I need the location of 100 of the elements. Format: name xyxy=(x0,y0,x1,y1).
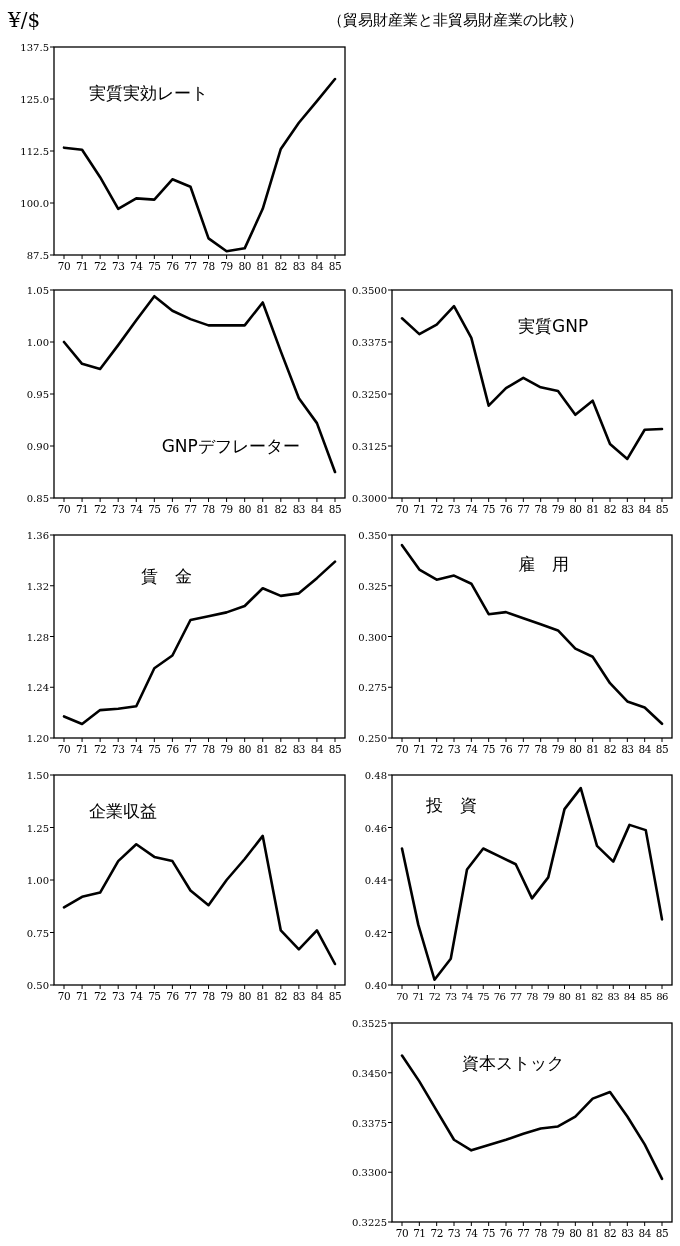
y-tick-label: 0.3250 xyxy=(352,389,387,400)
x-tick-label: 76 xyxy=(499,743,513,755)
x-tick-label: 72 xyxy=(430,1227,443,1239)
x-tick-label: 70 xyxy=(395,743,409,755)
text: 投 資 xyxy=(424,794,477,815)
y-tick-label: 0.90 xyxy=(26,441,49,452)
y-tick-label: 0.3525 xyxy=(352,1018,387,1029)
y-tick-label: 0.3300 xyxy=(352,1167,387,1179)
x-tick-label: 74 xyxy=(465,503,479,515)
x-tick-label: 70 xyxy=(57,260,71,272)
y-tick-label: 0.350 xyxy=(358,530,387,541)
y-tick-label: 0.75 xyxy=(26,927,49,939)
x-tick-label: 79 xyxy=(220,260,233,272)
x-tick-label: 74 xyxy=(130,260,144,272)
x-tick-label: 78 xyxy=(202,260,215,272)
x-tick-label: 82 xyxy=(603,503,617,515)
text: 賃 金 xyxy=(141,565,193,586)
x-tick-label: 74 xyxy=(130,990,144,1002)
x-tick-label: 83 xyxy=(621,743,634,755)
x-tick-label: 71 xyxy=(412,991,425,1002)
y-tick-label: 0.3500 xyxy=(352,285,387,296)
y-tick-label: 1.00 xyxy=(26,337,49,348)
x-tick-label: 81 xyxy=(574,991,587,1002)
x-tick-label: 75 xyxy=(148,990,161,1002)
x-tick-label: 78 xyxy=(202,743,215,755)
x-tick-label: 82 xyxy=(274,260,287,272)
y-tick-label: 0.95 xyxy=(26,389,49,400)
x-tick-label: 80 xyxy=(558,991,571,1002)
line-series xyxy=(400,304,664,461)
x-tick-label: 85 xyxy=(328,990,342,1002)
x-tick-label: 74 xyxy=(465,1227,479,1239)
x-tick-label: 71 xyxy=(413,1227,426,1239)
x-tick-label: 84 xyxy=(638,743,652,755)
x-tick-label: 71 xyxy=(413,743,426,755)
line-series xyxy=(62,560,337,726)
x-tick-label: 75 xyxy=(148,260,161,272)
x-tick-label: 82 xyxy=(603,1227,617,1239)
text: 実質GNP xyxy=(518,315,589,336)
x-tick-label: 75 xyxy=(477,991,490,1002)
x-tick-label: 79 xyxy=(551,503,565,515)
x-tick-label: 77 xyxy=(184,743,197,755)
y-tick-label: 0.44 xyxy=(364,875,387,886)
x-tick-label: 80 xyxy=(569,503,582,515)
x-tick-label: 72 xyxy=(430,743,443,755)
x-tick-label: 79 xyxy=(542,991,555,1002)
x-tick-label: 71 xyxy=(75,503,89,515)
x-tick-label: 80 xyxy=(569,1227,582,1239)
x-tick-label: 73 xyxy=(444,991,457,1002)
y-tick-label: 0.3000 xyxy=(352,493,387,504)
line-series xyxy=(400,786,664,982)
x-tick-label: 79 xyxy=(551,1227,565,1239)
y-tick-label: 0.3125 xyxy=(352,441,387,452)
y-tick-label: 87.5 xyxy=(26,250,49,261)
x-tick-label: 84 xyxy=(623,991,636,1002)
x-tick-label: 76 xyxy=(166,503,180,515)
text: （貿易財産業と非貿易財産業の比較） xyxy=(327,11,583,29)
text: 企業収益 xyxy=(88,801,157,821)
x-tick-label: 85 xyxy=(328,260,342,272)
x-tick-label: 85 xyxy=(655,503,669,515)
x-tick-label: 77 xyxy=(517,503,530,515)
y-tick-label: 0.250 xyxy=(358,733,387,744)
y-tick-label: 0.40 xyxy=(364,980,387,991)
x-tick-label: 72 xyxy=(430,503,443,515)
x-tick-label: 78 xyxy=(202,990,215,1002)
x-tick-label: 77 xyxy=(517,743,530,755)
y-tick-label: 0.3225 xyxy=(352,1217,387,1228)
x-tick-label: 81 xyxy=(256,990,269,1002)
x-tick-label: 80 xyxy=(238,990,251,1002)
x-tick-label: 81 xyxy=(256,503,269,515)
x-tick-label: 85 xyxy=(639,991,652,1002)
x-tick-label: 81 xyxy=(256,260,269,272)
x-tick-label: 73 xyxy=(112,503,125,515)
y-tick-label: 0.46 xyxy=(364,822,387,834)
y-tick-label: 0.275 xyxy=(358,682,387,694)
x-tick-label: 83 xyxy=(292,990,306,1002)
x-tick-label: 71 xyxy=(413,503,426,515)
y-tick-label: 125.0 xyxy=(20,94,49,105)
x-tick-label: 71 xyxy=(75,990,89,1002)
x-tick-label: 74 xyxy=(465,743,479,755)
y-tick-label: 100.0 xyxy=(20,198,49,209)
y-tick-label: 1.28 xyxy=(26,631,49,643)
x-tick-label: 82 xyxy=(274,503,287,515)
y-tick-label: 0.300 xyxy=(358,631,387,643)
line-series xyxy=(400,543,664,726)
y-tick-label: 1.05 xyxy=(26,285,49,296)
x-tick-label: 84 xyxy=(638,503,652,515)
x-tick-label: 76 xyxy=(493,991,506,1002)
x-tick-label: 72 xyxy=(93,990,107,1002)
line-series xyxy=(62,77,337,253)
x-tick-label: 71 xyxy=(75,260,89,272)
y-tick-label: 1.25 xyxy=(26,822,49,834)
x-tick-label: 79 xyxy=(220,743,233,755)
x-tick-label: 83 xyxy=(621,1227,634,1239)
y-tick-label: 1.32 xyxy=(26,580,49,592)
line-series xyxy=(62,834,337,966)
x-tick-label: 84 xyxy=(310,990,324,1002)
x-tick-label: 80 xyxy=(238,503,251,515)
x-tick-label: 84 xyxy=(310,503,324,515)
y-tick-label: 1.24 xyxy=(26,682,49,694)
x-tick-label: 70 xyxy=(57,990,71,1002)
